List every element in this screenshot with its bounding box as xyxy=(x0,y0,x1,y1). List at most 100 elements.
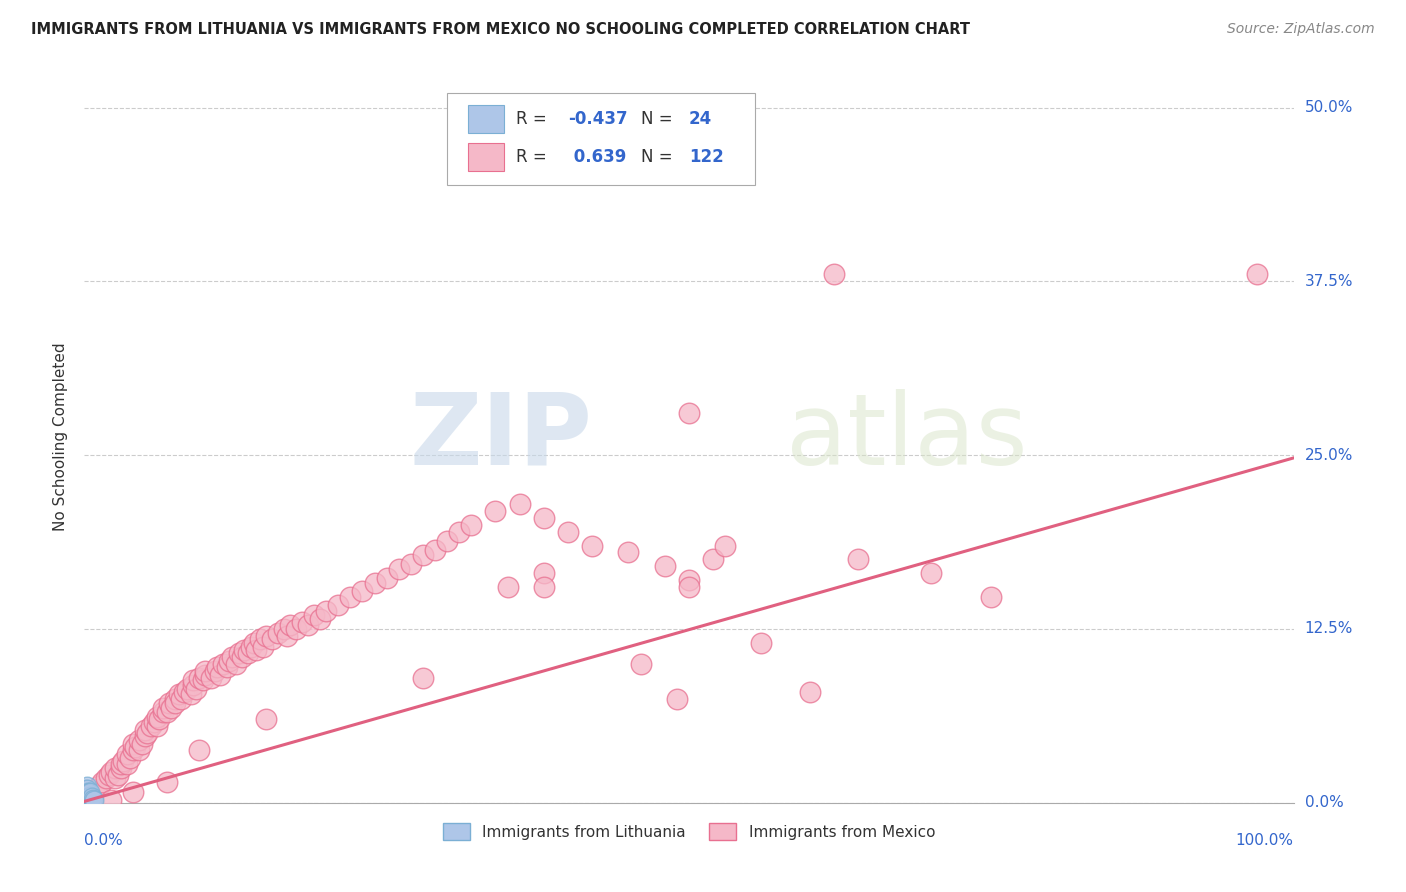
Point xyxy=(188,671,211,685)
Point xyxy=(121,738,143,752)
Text: R =: R = xyxy=(516,110,553,128)
Point xyxy=(215,659,238,673)
Point xyxy=(328,599,350,613)
Point xyxy=(533,510,555,524)
Text: 122: 122 xyxy=(689,148,724,166)
Point xyxy=(79,789,101,803)
Legend: Immigrants from Lithuania, Immigrants from Mexico: Immigrants from Lithuania, Immigrants fr… xyxy=(437,816,941,847)
FancyBboxPatch shape xyxy=(468,105,503,133)
Text: R =: R = xyxy=(516,148,553,166)
Point xyxy=(139,719,162,733)
Point xyxy=(678,580,700,594)
Point xyxy=(399,557,422,571)
Text: atlas: atlas xyxy=(786,389,1028,485)
Point xyxy=(252,640,274,654)
Point xyxy=(665,691,688,706)
Point xyxy=(165,696,187,710)
Point xyxy=(77,790,100,805)
Point xyxy=(339,590,361,604)
Point xyxy=(75,789,97,803)
Point xyxy=(284,622,308,636)
Point xyxy=(218,654,240,668)
Point xyxy=(267,626,290,640)
Point xyxy=(449,524,471,539)
Point xyxy=(654,559,676,574)
Point xyxy=(260,632,283,646)
Point xyxy=(846,552,869,566)
Point xyxy=(212,657,235,671)
Point xyxy=(799,684,821,698)
Point xyxy=(460,517,482,532)
Point xyxy=(678,574,700,588)
Point xyxy=(86,781,108,796)
Point xyxy=(208,668,231,682)
Point xyxy=(128,733,150,747)
Point xyxy=(87,779,110,793)
Point xyxy=(79,789,101,803)
Point xyxy=(121,743,143,757)
Point xyxy=(115,756,138,771)
Text: 24: 24 xyxy=(689,110,713,128)
Point xyxy=(136,726,159,740)
Point xyxy=(291,615,314,629)
Point xyxy=(82,791,104,805)
Point xyxy=(77,791,100,805)
Point xyxy=(75,789,97,803)
Point xyxy=(242,636,264,650)
Point xyxy=(155,706,177,720)
Point xyxy=(128,743,150,757)
Point xyxy=(751,636,773,650)
Point xyxy=(80,790,103,805)
Point xyxy=(148,712,170,726)
Text: IMMIGRANTS FROM LITHUANIA VS IMMIGRANTS FROM MEXICO NO SCHOOLING COMPLETED CORRE: IMMIGRANTS FROM LITHUANIA VS IMMIGRANTS … xyxy=(31,22,970,37)
Point xyxy=(79,785,101,799)
Text: ZIP: ZIP xyxy=(409,389,592,485)
Point xyxy=(152,701,174,715)
Point xyxy=(188,743,211,757)
Point xyxy=(484,504,506,518)
Point xyxy=(509,497,531,511)
Point xyxy=(77,785,100,799)
Text: 100.0%: 100.0% xyxy=(1236,833,1294,848)
Point xyxy=(83,785,105,799)
Point xyxy=(76,779,98,793)
Text: -0.437: -0.437 xyxy=(568,110,627,128)
FancyBboxPatch shape xyxy=(447,94,755,185)
Point xyxy=(77,788,100,802)
Point xyxy=(194,668,217,682)
Point xyxy=(76,789,98,803)
Point xyxy=(236,646,259,660)
Point xyxy=(184,681,207,696)
Point xyxy=(173,684,195,698)
Point xyxy=(228,646,250,660)
Point xyxy=(630,657,652,671)
Point xyxy=(412,549,434,563)
Point xyxy=(76,790,98,805)
Point xyxy=(204,664,226,678)
Point xyxy=(221,649,243,664)
Point xyxy=(1246,268,1268,282)
Point xyxy=(146,709,169,723)
Point xyxy=(352,584,374,599)
Text: 12.5%: 12.5% xyxy=(1305,622,1353,637)
Point xyxy=(110,761,132,775)
Text: 0.0%: 0.0% xyxy=(1305,796,1343,810)
Point xyxy=(107,768,129,782)
Point xyxy=(170,691,193,706)
Point xyxy=(165,691,187,706)
Point xyxy=(112,754,135,768)
Point xyxy=(79,791,101,805)
Text: N =: N = xyxy=(641,148,678,166)
Point xyxy=(533,566,555,581)
Text: 37.5%: 37.5% xyxy=(1305,274,1353,289)
Point xyxy=(131,738,153,752)
Text: Source: ZipAtlas.com: Source: ZipAtlas.com xyxy=(1227,22,1375,37)
Point xyxy=(315,604,337,618)
Point xyxy=(83,793,105,807)
Point xyxy=(94,771,117,785)
Point xyxy=(436,534,458,549)
Point xyxy=(104,771,127,785)
Point xyxy=(73,791,96,805)
Point xyxy=(134,723,156,738)
Point xyxy=(297,617,319,632)
